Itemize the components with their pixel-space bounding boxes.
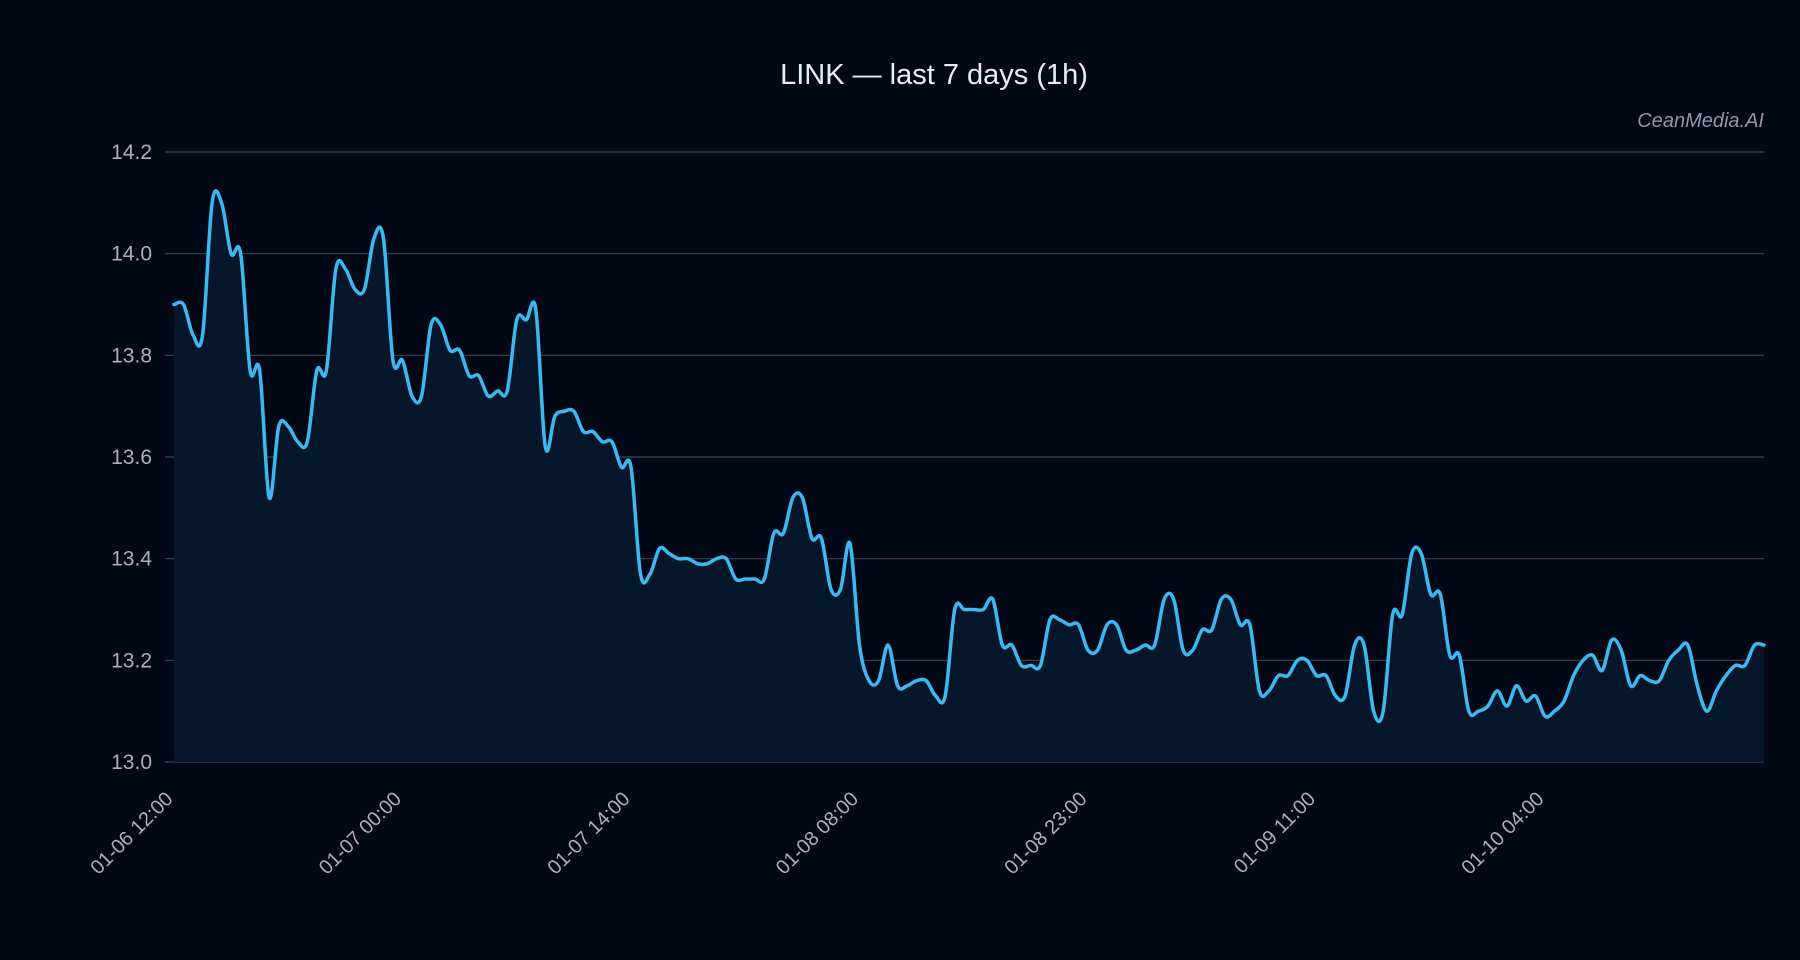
series-area-fill [174,190,1764,763]
y-tick-label: 13.6 [111,446,152,469]
y-tick-label: 13.4 [111,548,152,571]
watermark: CeanMedia.AI [1637,110,1764,132]
y-tick-label: 14.2 [111,141,152,164]
y-axis-tick-labels: 13.0 13.2 13.4 13.6 13.8 14.0 14.2 [111,141,152,774]
y-tick-label: 13.0 [111,751,152,774]
y-tick-label: 14.0 [111,243,152,266]
series-line [172,189,1766,724]
y-tick-label: 13.8 [111,344,152,367]
y-tick-label: 13.2 [111,649,152,672]
price-series [172,189,1766,763]
chart-title: LINK — last 7 days (1h) [780,59,1088,91]
